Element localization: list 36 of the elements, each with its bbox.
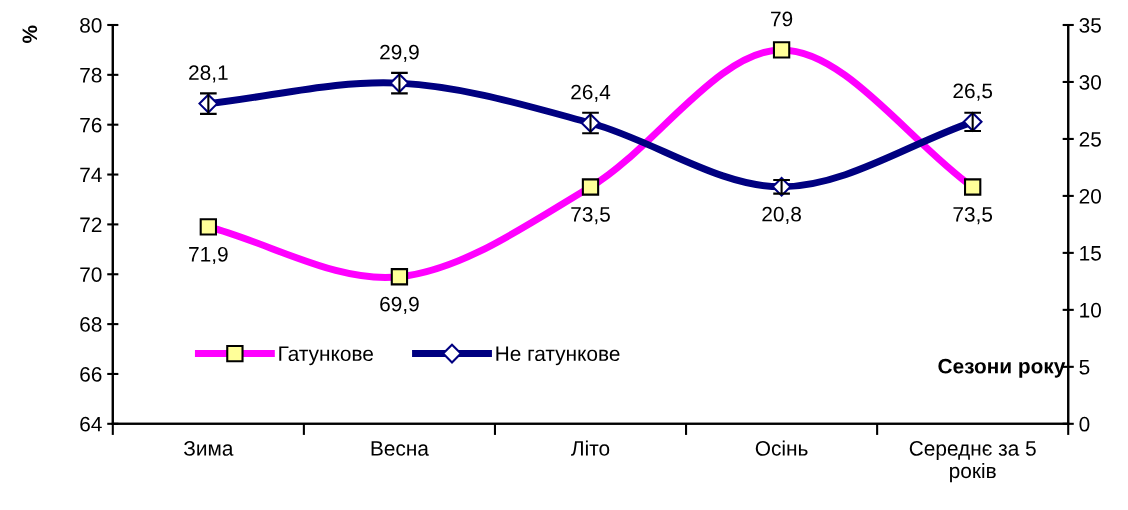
data-label: 73,5 [953,207,993,225]
data-label: 28,1 [189,65,228,83]
y-tick-label: 72 [80,217,102,232]
data-label: 79 [771,11,793,27]
y2-tick-label: 25 [1079,131,1101,147]
y2-tick-label: 0 [1079,416,1090,432]
y-tick-label: 78 [80,67,102,83]
y-axis-title: % [22,25,38,43]
legend-label: Не гатункове [496,346,620,366]
y-tick-label: 68 [80,317,102,332]
y2-tick-label: 10 [1080,302,1101,318]
x-tick-label: Літо [571,440,610,456]
x-axis-title: Сезони року [938,358,1066,378]
y2-tick-label: 35 [1079,17,1101,33]
y-tick-label: 64 [80,416,102,432]
data-label: 26,4 [571,84,611,102]
y2-tick-label: 15 [1080,246,1101,261]
y-tick-label: 76 [80,117,102,133]
y-tick-label: 80 [80,17,102,33]
data-label: 71,9 [189,246,228,265]
y-tick-label: 74 [80,167,102,183]
y-tick-label: 70 [80,267,102,283]
x-tick-label: Середнє за 5 років [909,441,1036,483]
data-label: 20,8 [762,206,801,225]
data-label: 29,9 [380,44,419,62]
data-label: 69,9 [380,296,419,314]
y2-tick-label: 20 [1079,188,1101,204]
data-label: 73,5 [571,207,610,225]
y-tick-label: 66 [80,366,102,382]
legend-label: Гатункове [279,346,373,366]
y2-tick-label: 30 [1079,74,1101,90]
x-tick-label: Осінь [755,440,808,456]
data-label: 26,5 [953,83,993,101]
y2-tick-label: 5 [1079,360,1090,375]
x-tick-label: Зима [183,441,234,456]
x-tick-label: Весна [371,441,429,456]
